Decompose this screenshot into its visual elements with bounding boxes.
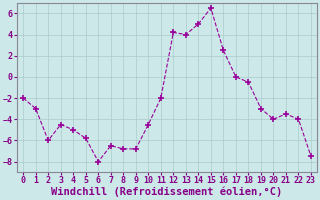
X-axis label: Windchill (Refroidissement éolien,°C): Windchill (Refroidissement éolien,°C): [52, 187, 283, 197]
